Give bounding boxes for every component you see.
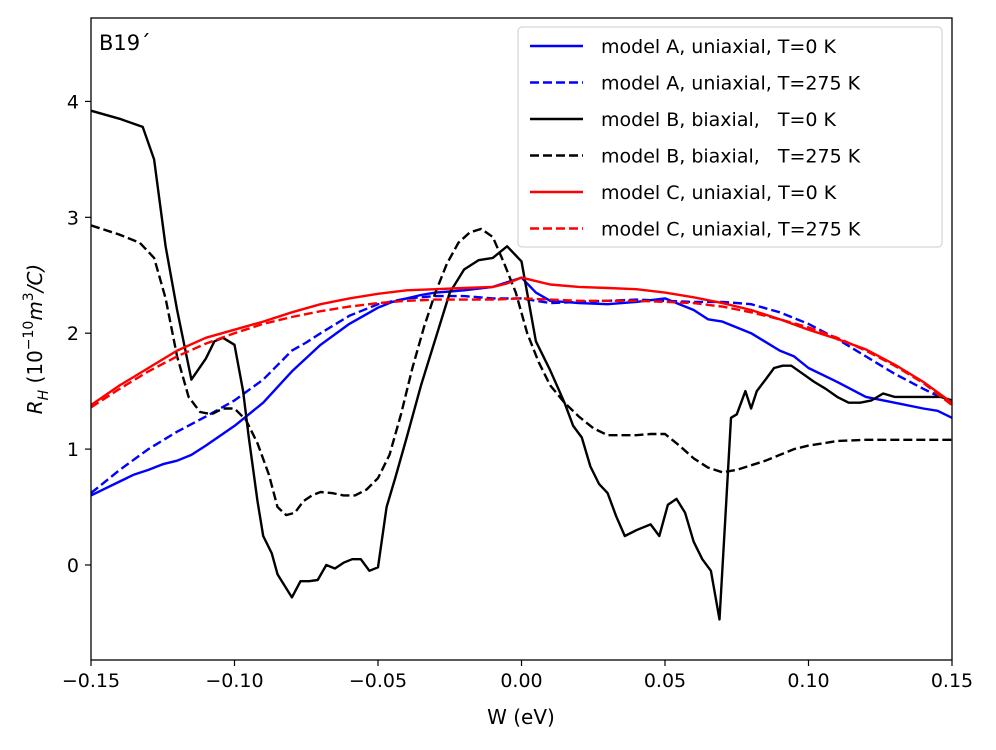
series-line-6 xyxy=(91,297,952,409)
y-tick-label: 1 xyxy=(67,439,79,461)
series-line-5 xyxy=(91,276,952,407)
series-layer xyxy=(91,109,952,621)
legend-label: model B, biaxial, T=275 K xyxy=(601,146,861,168)
legend-label: model C, uniaxial, T=0 K xyxy=(601,182,837,204)
legend-box xyxy=(517,26,943,248)
x-axis: −0.15 −0.10 −0.05 0.00 0.05 0.10 0.15 xyxy=(62,660,973,692)
legend-items: model A, uniaxial, T=0 K model A, uniaxia… xyxy=(530,36,861,241)
legend-label: model A, uniaxial, T=0 K xyxy=(601,36,836,58)
x-tick-label: 0.05 xyxy=(644,670,686,692)
x-tick-label: 0.15 xyxy=(931,670,973,692)
x-tick-label: −0.10 xyxy=(205,670,263,692)
x-tick-label: −0.15 xyxy=(62,670,120,692)
series-line-3 xyxy=(91,109,952,621)
y-axis: 0 1 2 3 4 xyxy=(67,91,91,577)
series-line-2 xyxy=(91,294,952,495)
legend-label: model A, uniaxial, T=275 K xyxy=(601,73,861,95)
y-tick-label: 3 xyxy=(67,207,79,229)
x-tick-label: −0.05 xyxy=(349,670,407,692)
x-axis-label: W (eV) xyxy=(487,705,555,729)
y-tick-label: 0 xyxy=(67,555,79,577)
legend-label: model B, biaxial, T=0 K xyxy=(601,109,837,131)
x-tick-label: 0.00 xyxy=(500,670,542,692)
legend: model A, uniaxial, T=0 K model A, uniaxia… xyxy=(517,26,943,248)
series-line-4 xyxy=(91,224,952,517)
legend-label: model C, uniaxial, T=275 K xyxy=(601,219,861,241)
phase-annotation: B19´ xyxy=(99,31,151,55)
x-tick-label: 0.10 xyxy=(787,670,829,692)
y-axis-label: RH (10−10m3/C) xyxy=(21,264,52,415)
y-tick-label: 2 xyxy=(67,323,79,345)
y-tick-label: 4 xyxy=(67,91,79,113)
